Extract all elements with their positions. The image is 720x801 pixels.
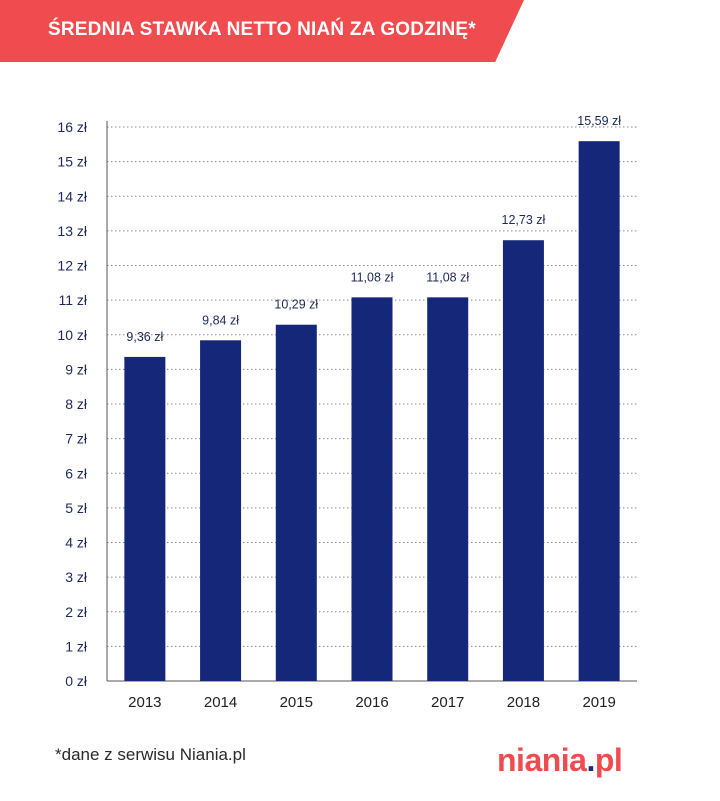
chart-title: ŚREDNIA STAWKA NETTO NIAŃ ZA GODZINĘ* [48,19,476,40]
bar [427,297,469,681]
x-tick-label: 2013 [128,694,161,711]
bar-value-label: 11,08 zł [351,270,394,284]
bar [275,324,317,681]
x-tick-label: 2017 [431,694,464,711]
bar-value-label: 12,73 zł [502,213,546,227]
logo-tld: pl [594,742,623,778]
x-tick-label: 2016 [355,694,388,711]
logo-dot: . [586,742,595,778]
x-tick-label: 2018 [507,694,540,711]
x-tick-label: 2015 [280,694,313,711]
y-tick-label: 5 zł [65,500,88,516]
y-tick-label: 1 zł [65,638,88,654]
x-tick-label: 2014 [204,694,237,711]
y-tick-label: 8 zł [65,396,88,412]
x-tick-label: 2019 [582,694,615,711]
niania-logo: niania.pl [497,742,623,779]
y-tick-label: 10 zł [57,327,87,343]
y-tick-label: 12 zł [57,258,87,274]
bar-value-label: 15,59 zł [577,114,621,128]
title-banner [0,0,524,62]
y-tick-label: 16 zł [57,119,87,135]
y-tick-label: 6 zł [65,465,88,481]
y-tick-label: 7 zł [65,431,88,447]
bar [502,240,544,681]
y-tick-label: 0 zł [65,673,88,689]
y-tick-label: 13 zł [57,223,87,239]
bar [578,141,620,682]
footnote: *dane z serwisu Niania.pl [55,745,246,764]
bar-value-label: 9,84 zł [202,313,239,327]
y-tick-label: 11 zł [58,292,87,308]
bar-value-label: 11,08 zł [426,270,469,284]
bar [200,340,242,681]
logo-main-text: niania [497,742,587,778]
y-tick-label: 4 zł [65,535,88,551]
bar [124,356,166,681]
y-tick-label: 15 zł [57,154,87,170]
bar-value-label: 9,36 zł [126,330,163,344]
y-tick-label: 9 zł [65,361,88,377]
y-tick-label: 14 zł [57,188,87,204]
y-tick-label: 2 zł [65,604,88,620]
y-tick-label: 3 zł [65,569,88,585]
bar [351,297,393,681]
bar-value-label: 10,29 zł [274,298,318,312]
